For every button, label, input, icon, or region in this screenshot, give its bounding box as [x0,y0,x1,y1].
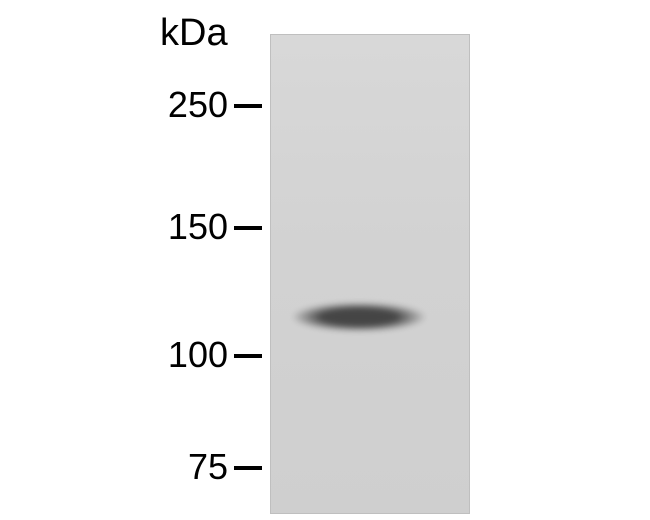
marker-tick [234,226,262,230]
protein-band-shape [291,302,427,332]
marker-tick [234,466,262,470]
blot-figure: kDa 250 150 100 75 [0,0,650,520]
gel-lane [270,34,470,514]
marker-label: 150 [0,206,228,248]
marker-label: 75 [0,446,228,488]
marker-label: 250 [0,84,228,126]
marker-label: 100 [0,334,228,376]
marker-tick [234,104,262,108]
unit-label: kDa [160,12,228,55]
marker-tick [234,354,262,358]
